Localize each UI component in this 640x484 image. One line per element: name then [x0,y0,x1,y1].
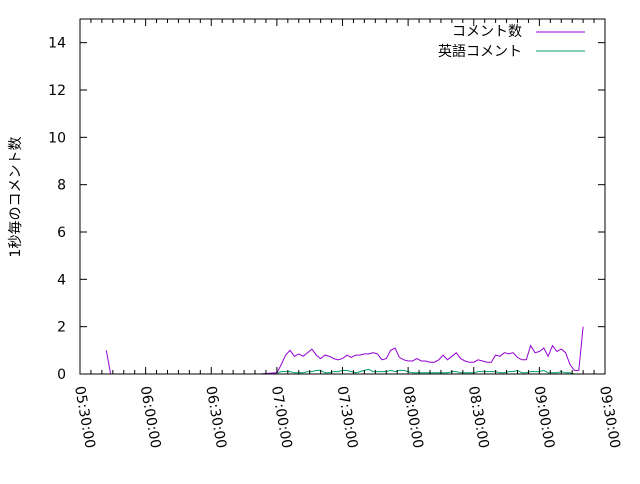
y-tick-label: 6 [57,225,66,241]
y-tick-label: 14 [48,36,66,52]
x-tick-label: 08:30:00 [465,385,492,450]
x-tick-label: 06:00:00 [137,385,164,450]
x-tick-label: 08:00:00 [399,385,426,450]
y-tick-label: 4 [57,272,66,288]
x-tick-label: 07:30:00 [334,385,361,450]
x-tick-label: 07:00:00 [268,385,295,450]
series-line-0 [106,327,583,374]
y-tick-label: 0 [57,367,66,383]
axes: 0 2 4 6 8 10 12 14 05:30:00 06:00:00 06:30:00 07:00… [48,19,623,450]
series-1 [277,369,575,374]
legend-label-english-comments: 英語コメント [438,43,522,60]
y-tick-label: 12 [48,83,66,99]
legend: コメント数 英語コメント [438,24,585,60]
series-0 [106,327,583,374]
y-tick-label: 8 [57,178,66,194]
plot-border [80,19,605,374]
x-tick-label: 06:30:00 [202,385,229,450]
y-axis-label: 1秒毎のコメント数 [8,137,24,258]
series-layer [106,327,583,374]
series-line-1 [277,369,575,374]
y-tick-label: 2 [57,320,66,336]
y-tick-label: 10 [48,130,66,146]
legend-label-comments: コメント数 [452,24,522,40]
x-tick-label: 09:00:00 [530,385,557,450]
x-tick-label: 05:30:00 [71,385,98,450]
x-tick-label: 09:30:00 [596,385,623,450]
